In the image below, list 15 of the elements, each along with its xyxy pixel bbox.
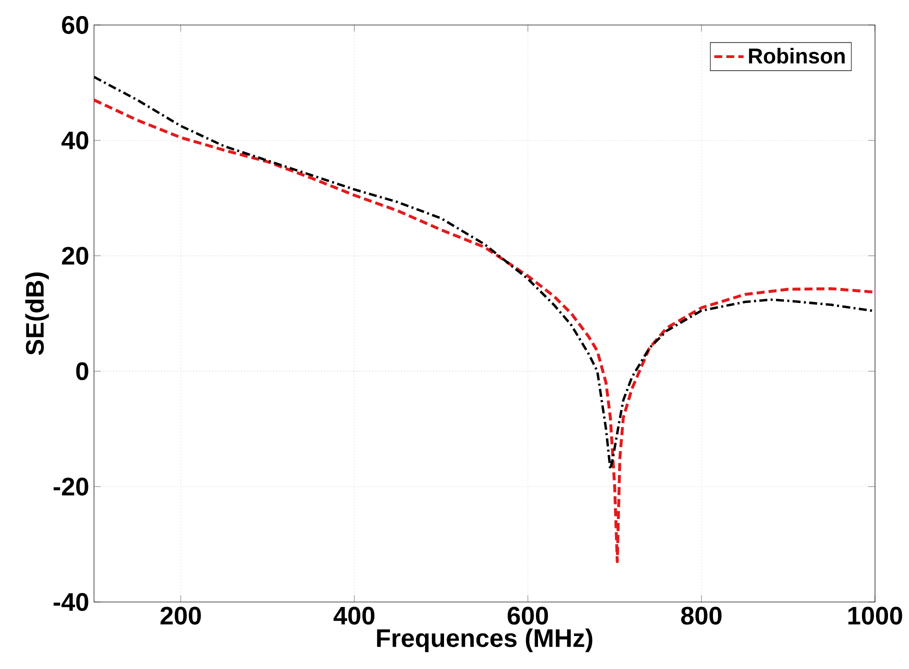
line-series bbox=[94, 98, 876, 564]
y-tick-label: -40 bbox=[54, 593, 88, 611]
legend-label: Robinson bbox=[749, 48, 845, 64]
y-tick-label: 0 bbox=[76, 362, 88, 380]
x-tick-label: 400 bbox=[334, 606, 374, 625]
y-tick-label: -20 bbox=[54, 478, 88, 496]
x-axis-title: Frequences (MHz) bbox=[377, 628, 592, 652]
y-tick-label: 40 bbox=[61, 131, 88, 150]
x-tick-label: 1000 bbox=[848, 606, 902, 625]
x-tick-label: 200 bbox=[160, 606, 201, 625]
x-tick-label: 600 bbox=[508, 606, 548, 625]
y-tick-label: 20 bbox=[62, 246, 88, 265]
x-tick-label: 800 bbox=[681, 606, 722, 625]
y-tick-label: 60 bbox=[62, 16, 88, 34]
y-axis-title: SE(dB) bbox=[25, 272, 49, 355]
